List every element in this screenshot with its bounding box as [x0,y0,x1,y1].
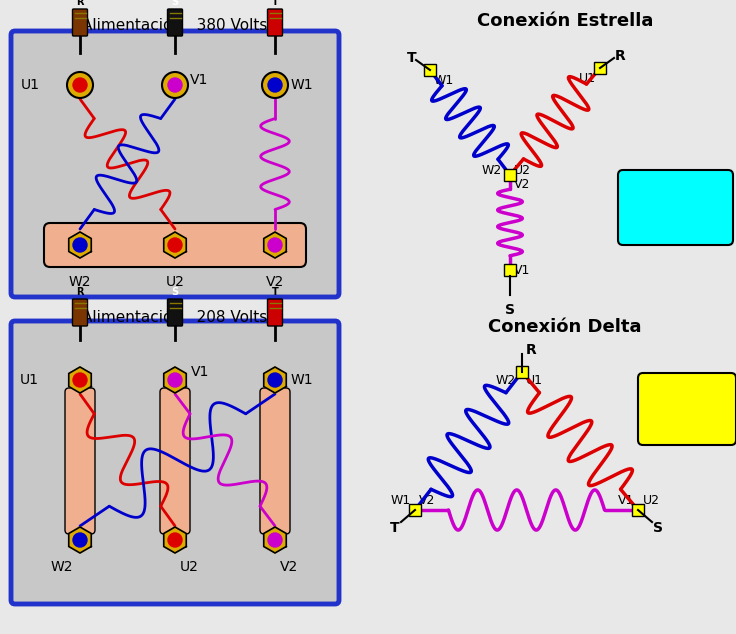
Circle shape [168,533,182,547]
Circle shape [73,373,87,387]
Text: Bajo
Voltaje: Bajo Voltaje [652,390,722,429]
Circle shape [168,373,182,387]
Polygon shape [163,232,186,258]
Circle shape [262,72,288,98]
Text: U1: U1 [21,78,40,92]
Circle shape [73,78,87,92]
FancyBboxPatch shape [504,169,516,181]
Polygon shape [68,367,91,393]
FancyBboxPatch shape [638,373,736,445]
FancyBboxPatch shape [618,170,733,245]
Text: T: T [272,287,278,297]
Text: S: S [171,0,179,7]
Text: W1: W1 [291,373,314,387]
Text: U2: U2 [180,560,199,574]
FancyBboxPatch shape [11,31,339,297]
Text: U1: U1 [579,72,596,84]
Circle shape [168,78,182,92]
Text: U2: U2 [514,164,531,178]
FancyBboxPatch shape [44,223,306,267]
FancyBboxPatch shape [594,62,606,74]
FancyBboxPatch shape [267,9,283,36]
FancyBboxPatch shape [516,366,528,378]
FancyBboxPatch shape [267,299,283,326]
Text: W2: W2 [496,373,516,387]
FancyBboxPatch shape [632,504,644,516]
FancyBboxPatch shape [160,388,190,534]
FancyBboxPatch shape [73,9,88,36]
FancyBboxPatch shape [65,388,95,534]
FancyBboxPatch shape [260,388,290,534]
Text: R: R [526,343,537,357]
Text: T: T [407,51,417,65]
Text: V1: V1 [190,73,208,87]
Text: S: S [505,303,515,317]
Text: Alto
Voltaje: Alto Voltaje [640,188,710,226]
FancyBboxPatch shape [73,299,88,326]
Polygon shape [263,232,286,258]
Text: Alimentación   380 Volts: Alimentación 380 Volts [82,18,268,33]
Polygon shape [163,367,186,393]
FancyBboxPatch shape [11,321,339,604]
Text: V2: V2 [266,275,284,289]
Text: W1: W1 [434,74,454,86]
Text: T: T [390,521,400,535]
Circle shape [268,78,282,92]
Circle shape [73,533,87,547]
Text: U1: U1 [20,373,39,387]
Circle shape [168,238,182,252]
Polygon shape [263,527,286,553]
Polygon shape [68,232,91,258]
Text: T: T [272,0,278,7]
Polygon shape [263,367,286,393]
Text: S: S [171,287,179,297]
FancyBboxPatch shape [409,504,421,516]
Text: U2: U2 [166,275,185,289]
Text: V1: V1 [618,493,634,507]
Circle shape [268,373,282,387]
Circle shape [67,72,93,98]
Text: Alimentación   208 Volts: Alimentación 208 Volts [82,310,268,325]
Text: Conexión Delta: Conexión Delta [488,318,642,336]
Text: V1: V1 [191,365,209,379]
Text: W2: W2 [51,560,74,574]
Polygon shape [163,527,186,553]
Text: R: R [77,287,84,297]
FancyBboxPatch shape [424,64,436,76]
Text: U2: U2 [643,493,660,507]
Circle shape [162,72,188,98]
Text: R: R [615,49,626,63]
Circle shape [268,238,282,252]
Circle shape [268,533,282,547]
Text: W2: W2 [68,275,91,289]
Text: R: R [77,0,84,7]
Text: W1: W1 [291,78,314,92]
Text: V1: V1 [514,264,531,276]
FancyBboxPatch shape [504,264,516,276]
Text: S: S [653,521,663,535]
Text: V2: V2 [514,179,531,191]
FancyBboxPatch shape [168,299,183,326]
Text: V2: V2 [419,493,436,507]
FancyBboxPatch shape [168,9,183,36]
Text: U1: U1 [526,373,543,387]
Text: Conexión Estrella: Conexión Estrella [477,12,653,30]
Circle shape [73,238,87,252]
Text: W2: W2 [482,164,502,178]
Text: W1: W1 [391,493,411,507]
Polygon shape [68,527,91,553]
Text: V2: V2 [280,560,298,574]
